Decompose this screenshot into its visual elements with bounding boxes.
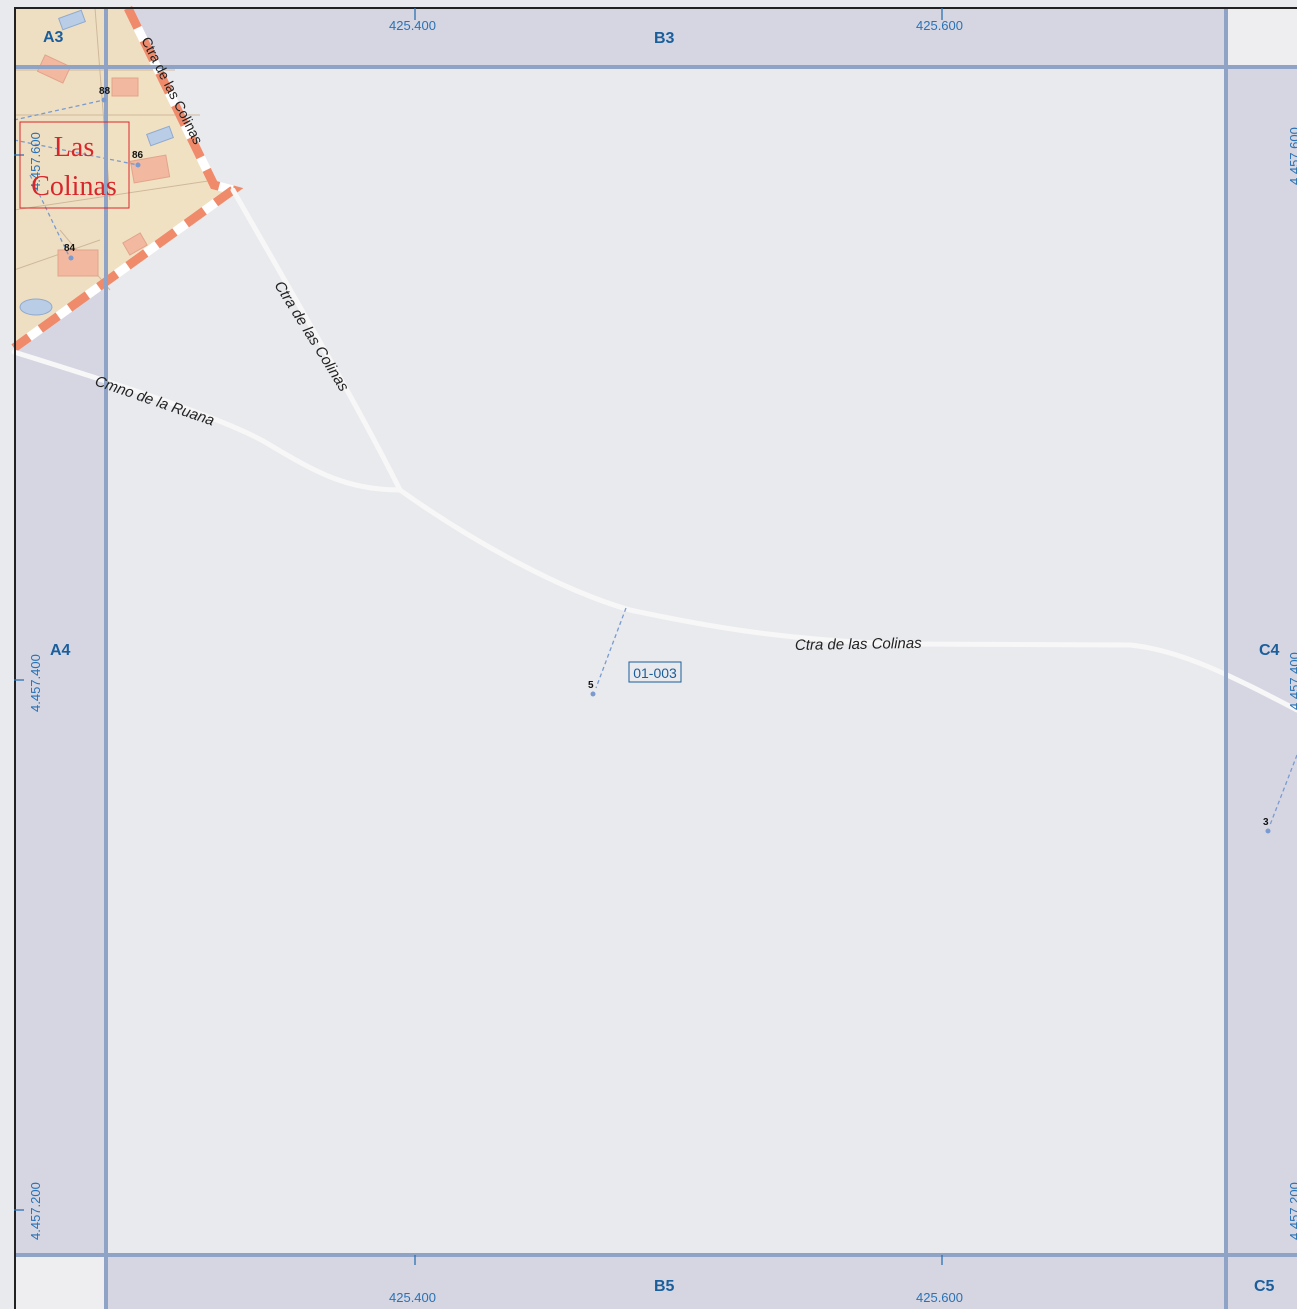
address-points: 88 86 84 5 3 (64, 86, 1297, 834)
address-number-84: 84 (64, 243, 76, 254)
easting-label-top-left: 425.400 (389, 18, 436, 33)
grid-band-right (1226, 67, 1297, 1255)
address-dot-3 (1265, 828, 1271, 834)
address-number-86: 86 (132, 150, 144, 161)
place-label-line2: Colinas (31, 171, 117, 202)
urban-area (13, 7, 233, 348)
northing-label-right-bottom: 4.457.200 (1287, 1182, 1297, 1240)
building (111, 77, 139, 97)
grid-lines (14, 8, 1297, 1309)
pool (146, 125, 174, 147)
grid-cell-label-c4: C4 (1259, 642, 1280, 659)
grid-cell-label-c5: C5 (1254, 1278, 1275, 1295)
place-label-line1: Las (54, 132, 94, 163)
grid-cell-label-b5: B5 (654, 1278, 675, 1295)
zone-label[interactable]: 01-003 (633, 665, 677, 681)
address-dot-86 (135, 162, 141, 168)
grid-band-top (14, 8, 1297, 67)
address-number-3: 3 (1263, 817, 1269, 828)
address-connector-3 (1269, 754, 1297, 826)
address-dot-5 (590, 691, 596, 697)
address-dot-84 (68, 255, 74, 261)
address-connector-5 (595, 607, 627, 689)
place-label-box (19, 121, 130, 209)
building (122, 232, 148, 256)
road-ctra-colinas-east (397, 487, 1297, 713)
coordinate-ticks (14, 8, 943, 1265)
road-cmno-ruana (11, 349, 403, 493)
easting-label-top-right: 425.600 (916, 18, 963, 33)
address-number-88: 88 (99, 86, 111, 97)
address-dot-88 (101, 97, 107, 103)
easting-label-bottom-right: 425.600 (916, 1290, 963, 1305)
grid-cell-label-a4: A4 (50, 642, 71, 659)
map-frame (14, 7, 1297, 1309)
address-connectors (13, 99, 139, 259)
northing-label-right-middle: 4.457.400 (1287, 652, 1297, 710)
northing-label-left-middle: 4.457.400 (28, 654, 43, 712)
pool (58, 9, 86, 31)
grid-band-bottom-left-corner (14, 1255, 106, 1309)
northing-label-left-top: 4.457.600 (28, 132, 43, 190)
roads (11, 187, 1297, 713)
zone-label-box (628, 661, 682, 683)
building (129, 154, 171, 184)
easting-label-bottom-left: 425.400 (389, 1290, 436, 1305)
grid-cell-label-b3: B3 (654, 30, 675, 47)
pools (19, 9, 174, 316)
road-ctra-colinas-north (230, 187, 403, 493)
road-label-ctra-colinas-main: Ctra de las Colinas (795, 635, 923, 654)
building (57, 249, 99, 277)
grid-band-bottom (106, 1255, 1297, 1309)
address-number-5: 5 (588, 680, 594, 691)
northing-label-right-top: 4.457.600 (1287, 127, 1297, 185)
municipal-boundary (11, 6, 244, 352)
pool (19, 298, 53, 316)
grid-cell-label-a3: A3 (43, 29, 64, 46)
northing-label-left-bottom: 4.457.200 (28, 1182, 43, 1240)
buildings (36, 54, 171, 277)
grid-band-top-right-corner (1226, 8, 1297, 67)
